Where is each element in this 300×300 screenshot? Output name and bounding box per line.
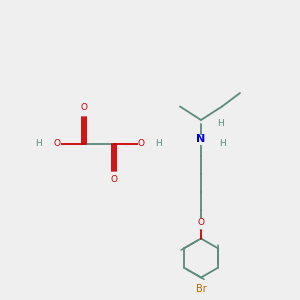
Text: H: H [36, 140, 42, 148]
Text: O: O [110, 176, 118, 184]
Text: O: O [137, 140, 145, 148]
Text: H: H [156, 140, 162, 148]
Text: N: N [196, 134, 206, 145]
Text: H: H [217, 118, 224, 127]
Text: H: H [219, 140, 225, 148]
Text: O: O [53, 140, 61, 148]
Text: Br: Br [196, 284, 206, 294]
Text: O: O [197, 218, 205, 227]
Text: O: O [80, 103, 88, 112]
